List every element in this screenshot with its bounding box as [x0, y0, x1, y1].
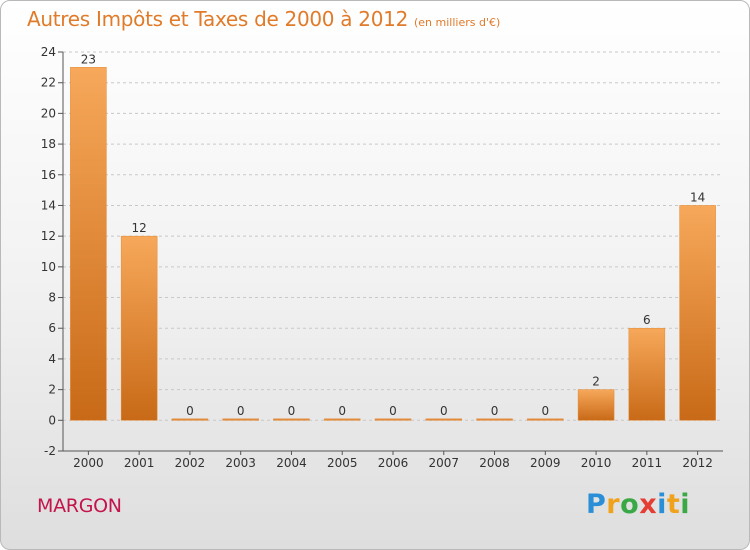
bar [628, 327, 666, 421]
y-tick-label: 4 [48, 352, 56, 366]
x-tick-label: 2002 [175, 456, 206, 470]
x-tick-label: 2006 [378, 456, 409, 470]
y-tick-label: 6 [48, 321, 56, 335]
value-label: 0 [491, 404, 499, 418]
labels: -202468101214161820222423200012200102002… [41, 45, 713, 470]
x-tick-label: 2010 [581, 456, 612, 470]
chart-title-block: Autres Impôts et Taxes de 2000 à 2012 (en… [27, 7, 500, 31]
bar [374, 418, 412, 421]
x-tick-label: 2005 [327, 456, 358, 470]
y-tick-label: 22 [41, 76, 56, 90]
chart-subtitle: (en milliers d'€) [414, 16, 501, 29]
bar [70, 67, 107, 421]
bar [527, 418, 564, 421]
value-label: 0 [237, 404, 245, 418]
x-tick-label: 2000 [73, 456, 104, 470]
y-tick-label: 16 [41, 168, 56, 182]
logo-letter: x [639, 489, 658, 520]
logo-letter: P [586, 489, 607, 520]
y-tick-label: 2 [48, 383, 56, 397]
x-tick-label: 2008 [479, 456, 510, 470]
bar [679, 205, 716, 421]
axes [58, 51, 723, 455]
y-tick-label: 14 [41, 198, 56, 212]
x-tick-label: 2001 [124, 456, 155, 470]
bar [323, 418, 361, 421]
bar [577, 389, 615, 421]
logo-letter: i [680, 489, 691, 520]
value-label: 23 [81, 52, 96, 66]
y-tick-label: -2 [44, 444, 56, 458]
value-label: 0 [541, 404, 549, 418]
x-tick-label: 2009 [530, 456, 561, 470]
value-label: 12 [132, 221, 147, 235]
x-tick-label: 2003 [225, 456, 256, 470]
logo-letter: r [606, 489, 621, 520]
bar [222, 418, 259, 421]
value-label: 14 [690, 190, 705, 204]
proxiti-logo: Proxiti [586, 489, 690, 520]
bar [120, 235, 158, 421]
y-tick-label: 24 [41, 45, 56, 59]
logo-letter: i [657, 489, 667, 520]
value-label: 0 [338, 404, 346, 418]
place-name: MARGON [37, 495, 122, 517]
value-label: 2 [592, 375, 600, 389]
logo-letter: t [666, 489, 681, 520]
bar [273, 418, 310, 421]
value-label: 6 [643, 313, 651, 327]
bars [70, 67, 716, 421]
x-tick-label: 2004 [276, 456, 307, 470]
y-tick-label: 0 [48, 413, 56, 427]
y-tick-label: 12 [41, 229, 56, 243]
value-label: 0 [389, 404, 397, 418]
bar [425, 418, 463, 421]
value-label: 0 [440, 404, 448, 418]
chart-title: Autres Impôts et Taxes de 2000 à 2012 [27, 7, 408, 31]
y-tick-label: 10 [41, 260, 56, 274]
value-label: 0 [186, 404, 194, 418]
y-tick-label: 20 [41, 106, 56, 120]
value-label: 0 [288, 404, 296, 418]
x-tick-label: 2011 [632, 456, 663, 470]
bar [171, 418, 209, 421]
bar [476, 418, 513, 421]
logo-letter: o [620, 489, 640, 520]
y-tick-label: 8 [48, 291, 56, 305]
x-tick-label: 2007 [428, 456, 459, 470]
y-tick-label: 18 [41, 137, 56, 151]
grid-lines [63, 51, 723, 452]
x-tick-label: 2012 [682, 456, 713, 470]
